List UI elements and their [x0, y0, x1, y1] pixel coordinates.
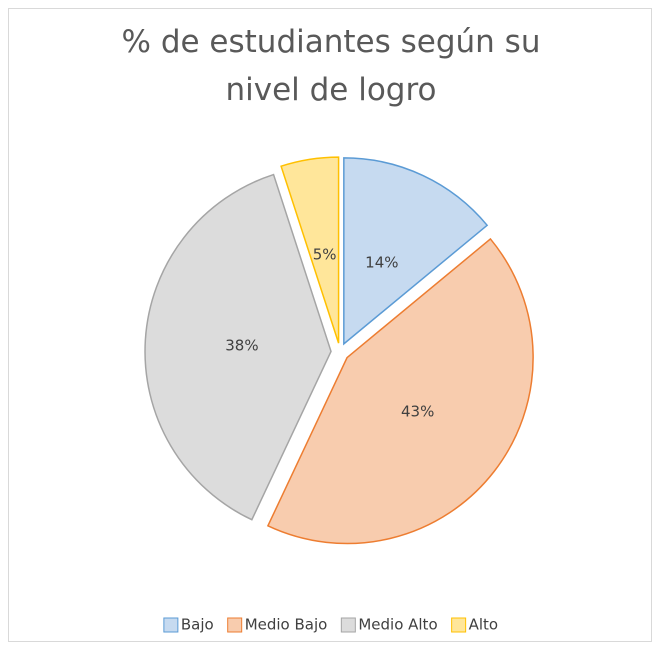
legend-label: Bajo: [181, 616, 214, 634]
data-label: 14%: [365, 254, 398, 272]
chart-frame: [8, 8, 652, 642]
legend-swatch: [163, 617, 179, 633]
data-label: 5%: [313, 245, 337, 263]
legend-swatch: [340, 617, 356, 633]
data-label: 43%: [401, 403, 434, 421]
pie-slice: [280, 156, 340, 344]
chart-title: % de estudiantes según su nivel de logro: [121, 24, 541, 108]
legend-swatch: [227, 617, 243, 633]
pie-slice: [266, 237, 534, 545]
legend-label: Medio Alto: [358, 616, 437, 634]
pie-slice: [144, 173, 332, 521]
legend-label: Alto: [469, 616, 499, 634]
legend-swatch: [451, 617, 467, 633]
data-label: 38%: [225, 336, 258, 354]
pie-slice: [343, 157, 489, 346]
legend-label: Medio Bajo: [245, 616, 328, 634]
